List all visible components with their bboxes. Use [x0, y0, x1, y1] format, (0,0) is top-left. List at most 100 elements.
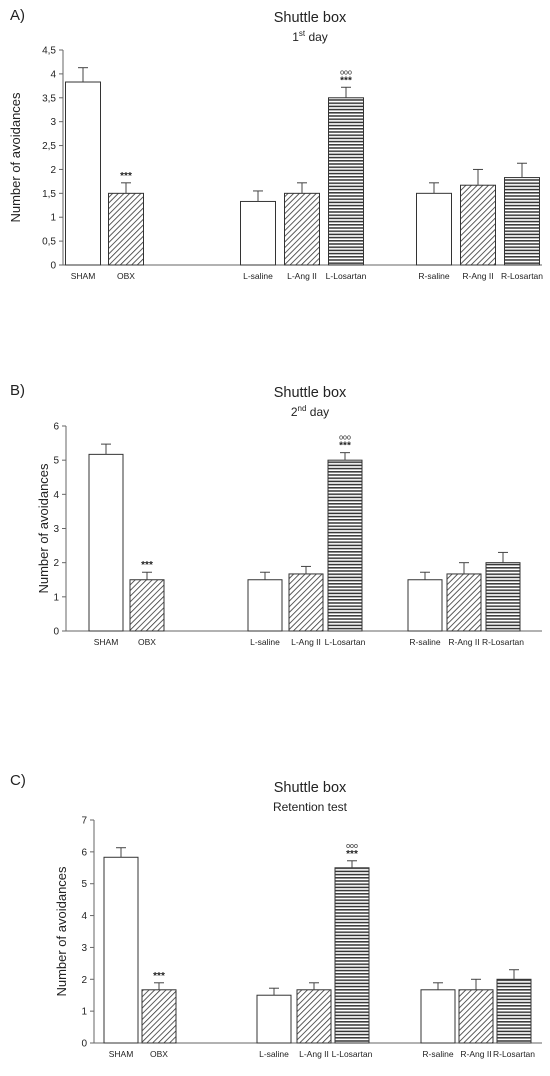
subtitle-sup: nd	[298, 404, 307, 413]
y-tick-label: 2	[53, 558, 59, 569]
chart-subtitle: 1st day	[292, 29, 328, 44]
x-tick-label: OBX	[150, 1049, 168, 1059]
x-tick-label: R-saline	[418, 271, 449, 281]
y-tick-label: 4	[81, 911, 87, 922]
x-tick-label: R-Ang II	[460, 1049, 491, 1059]
bar	[328, 97, 364, 266]
bar	[327, 459, 363, 632]
y-tick-label: 3,5	[42, 93, 56, 104]
y-tick-label: 3	[50, 117, 56, 128]
y-tick-label: 2	[81, 975, 87, 986]
chart-title: Shuttle box	[274, 780, 347, 796]
bar	[247, 579, 283, 632]
significance-marker-secondary: ooo	[346, 843, 358, 850]
x-tick-label: R-Ang II	[462, 271, 493, 281]
x-tick-label: L-Ang II	[287, 271, 317, 281]
x-tick-label: SHAM	[94, 637, 119, 647]
x-tick-label: L-saline	[243, 271, 273, 281]
significance-marker: ***	[153, 971, 165, 982]
bar	[460, 184, 496, 266]
x-tick-label: L-Ang II	[291, 637, 321, 647]
y-tick-label: 0,5	[42, 237, 56, 248]
subtitle-rest: day	[305, 30, 328, 44]
chart-panel-b: B) Shuttle box 2nd day Number of avoidances…	[0, 375, 550, 675]
y-tick-label: 6	[53, 422, 59, 433]
y-tick-label: 1	[81, 1007, 87, 1018]
bar	[296, 989, 332, 1044]
y-tick-label: 4	[50, 69, 56, 80]
subtitle-main: 2	[291, 405, 298, 419]
panel-label: B)	[10, 382, 25, 399]
significance-marker-secondary: ooo	[339, 435, 351, 442]
bar	[65, 81, 101, 266]
chart-panel-a: A) Shuttle box 1st day Number of avoidances…	[0, 0, 550, 300]
chart-subtitle: 2nd day	[291, 404, 329, 419]
bar	[103, 856, 139, 1044]
y-tick-label: 5	[53, 456, 59, 467]
bar	[416, 192, 452, 266]
subtitle-main: Retention test	[273, 800, 348, 814]
chart-svg: C) Shuttle box Retention test Number of avo…	[10, 772, 542, 1059]
y-tick-label: 1	[53, 592, 59, 603]
y-tick-label: 3	[81, 943, 87, 954]
x-tick-label: L-Losartan	[332, 1049, 373, 1059]
significance-marker: ***	[141, 560, 153, 571]
y-axis-label: Number of avoidances	[36, 463, 51, 594]
subtitle-main: 1	[292, 30, 299, 44]
bar	[504, 177, 540, 266]
significance-marker-secondary: ooo	[340, 69, 352, 76]
y-tick-label: 7	[81, 816, 87, 827]
x-tick-label: L-Losartan	[326, 271, 367, 281]
x-tick-label: R-saline	[422, 1049, 453, 1059]
y-tick-label: 2,5	[42, 141, 56, 152]
x-tick-label: R-Losartan	[493, 1049, 535, 1059]
y-tick-label: 6	[81, 847, 87, 858]
chart-subtitle: Retention test	[273, 800, 348, 814]
x-tick-label: L-saline	[259, 1049, 289, 1059]
bar	[485, 562, 521, 632]
y-tick-label: 0	[53, 627, 59, 638]
y-axis-label: Number of avoidances	[8, 92, 23, 223]
y-tick-label: 0	[81, 1039, 87, 1050]
bar	[108, 192, 144, 266]
bar	[240, 200, 276, 266]
significance-marker: ***	[346, 849, 358, 860]
bar	[420, 989, 456, 1044]
x-tick-label: L-saline	[250, 637, 280, 647]
bar	[446, 573, 482, 632]
chart-svg: A) Shuttle box 1st day Number of avoidances…	[8, 7, 543, 281]
x-tick-label: L-Ang II	[299, 1049, 329, 1059]
bar	[88, 453, 124, 632]
y-axis-label: Number of avoidances	[54, 866, 69, 997]
bar	[496, 978, 532, 1044]
y-tick-label: 2	[50, 165, 56, 176]
y-tick-label: 4,5	[42, 46, 56, 57]
significance-marker: ***	[339, 441, 351, 452]
x-tick-label: OBX	[117, 271, 135, 281]
chart-panel-c: C) Shuttle box Retention test Number of avo…	[0, 765, 550, 1076]
y-tick-label: 3	[53, 524, 59, 535]
x-tick-label: R-Ang II	[448, 637, 479, 647]
panel-label: C)	[10, 772, 26, 789]
subtitle-rest: day	[306, 405, 329, 419]
chart-title: Shuttle box	[274, 10, 347, 26]
y-tick-label: 1,5	[42, 189, 56, 200]
bar	[129, 579, 165, 632]
panel-label: A)	[10, 7, 25, 24]
x-tick-label: SHAM	[109, 1049, 134, 1059]
bar	[256, 994, 292, 1044]
x-tick-label: OBX	[138, 637, 156, 647]
bar	[407, 579, 443, 632]
y-tick-label: 5	[81, 879, 87, 890]
bar	[334, 867, 370, 1044]
significance-marker: ***	[120, 171, 132, 182]
x-tick-label: L-Losartan	[325, 637, 366, 647]
y-tick-label: 4	[53, 490, 59, 501]
significance-marker: ***	[340, 75, 352, 86]
y-tick-label: 0	[50, 261, 56, 272]
x-tick-label: R-Losartan	[482, 637, 524, 647]
bar	[458, 989, 494, 1044]
bar	[141, 989, 177, 1044]
chart-title: Shuttle box	[274, 385, 347, 401]
